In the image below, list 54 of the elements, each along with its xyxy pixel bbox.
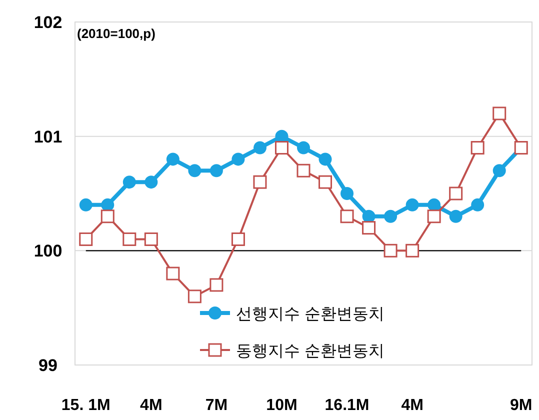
point bbox=[340, 187, 354, 200]
point bbox=[492, 164, 506, 178]
point bbox=[188, 164, 202, 178]
x-tick-label: 16.1M bbox=[324, 397, 370, 414]
y-tick-label: 100 bbox=[34, 242, 62, 261]
point bbox=[79, 232, 93, 246]
y-tick-label: 99 bbox=[38, 356, 58, 375]
point bbox=[166, 266, 180, 280]
point bbox=[210, 278, 224, 292]
x-tick-label: 15. 1M bbox=[61, 397, 110, 414]
point bbox=[406, 244, 420, 258]
point bbox=[318, 152, 332, 166]
point bbox=[470, 141, 484, 155]
point bbox=[210, 164, 223, 178]
point bbox=[296, 164, 310, 178]
point bbox=[122, 176, 136, 189]
legend-label: 선행지수 순환변동치 bbox=[236, 306, 384, 323]
point bbox=[144, 176, 158, 189]
point bbox=[427, 210, 441, 224]
point bbox=[297, 141, 310, 154]
annotation: (2010=100,p) bbox=[77, 26, 156, 41]
legend-label: 동행지수 순환변동치 bbox=[236, 343, 384, 360]
point bbox=[166, 152, 180, 166]
point bbox=[144, 232, 158, 246]
x-tick-label: 10M bbox=[266, 397, 298, 414]
point bbox=[471, 198, 484, 212]
x-tick-label: 4M bbox=[401, 397, 424, 414]
point bbox=[253, 141, 266, 154]
y-tick-label: 101 bbox=[34, 127, 62, 146]
point bbox=[384, 210, 398, 223]
point bbox=[79, 198, 92, 212]
point bbox=[362, 221, 376, 235]
point bbox=[492, 106, 506, 120]
point bbox=[188, 290, 202, 304]
point bbox=[384, 244, 398, 258]
point bbox=[406, 198, 419, 212]
x-tick-label: 7M bbox=[205, 397, 228, 414]
y-tick-label: 102 bbox=[34, 13, 62, 32]
x-tick-label: 9M bbox=[510, 397, 532, 414]
point bbox=[449, 186, 463, 200]
x-tick-label: 4M bbox=[140, 397, 162, 414]
point bbox=[274, 141, 288, 155]
point bbox=[362, 210, 376, 223]
point bbox=[231, 232, 245, 246]
point bbox=[340, 210, 354, 224]
point bbox=[122, 232, 136, 246]
point bbox=[253, 175, 267, 189]
point bbox=[449, 210, 462, 223]
point bbox=[100, 210, 114, 224]
point bbox=[232, 152, 245, 166]
point bbox=[275, 130, 288, 143]
point bbox=[101, 198, 114, 212]
point bbox=[318, 175, 332, 189]
point bbox=[428, 198, 441, 212]
